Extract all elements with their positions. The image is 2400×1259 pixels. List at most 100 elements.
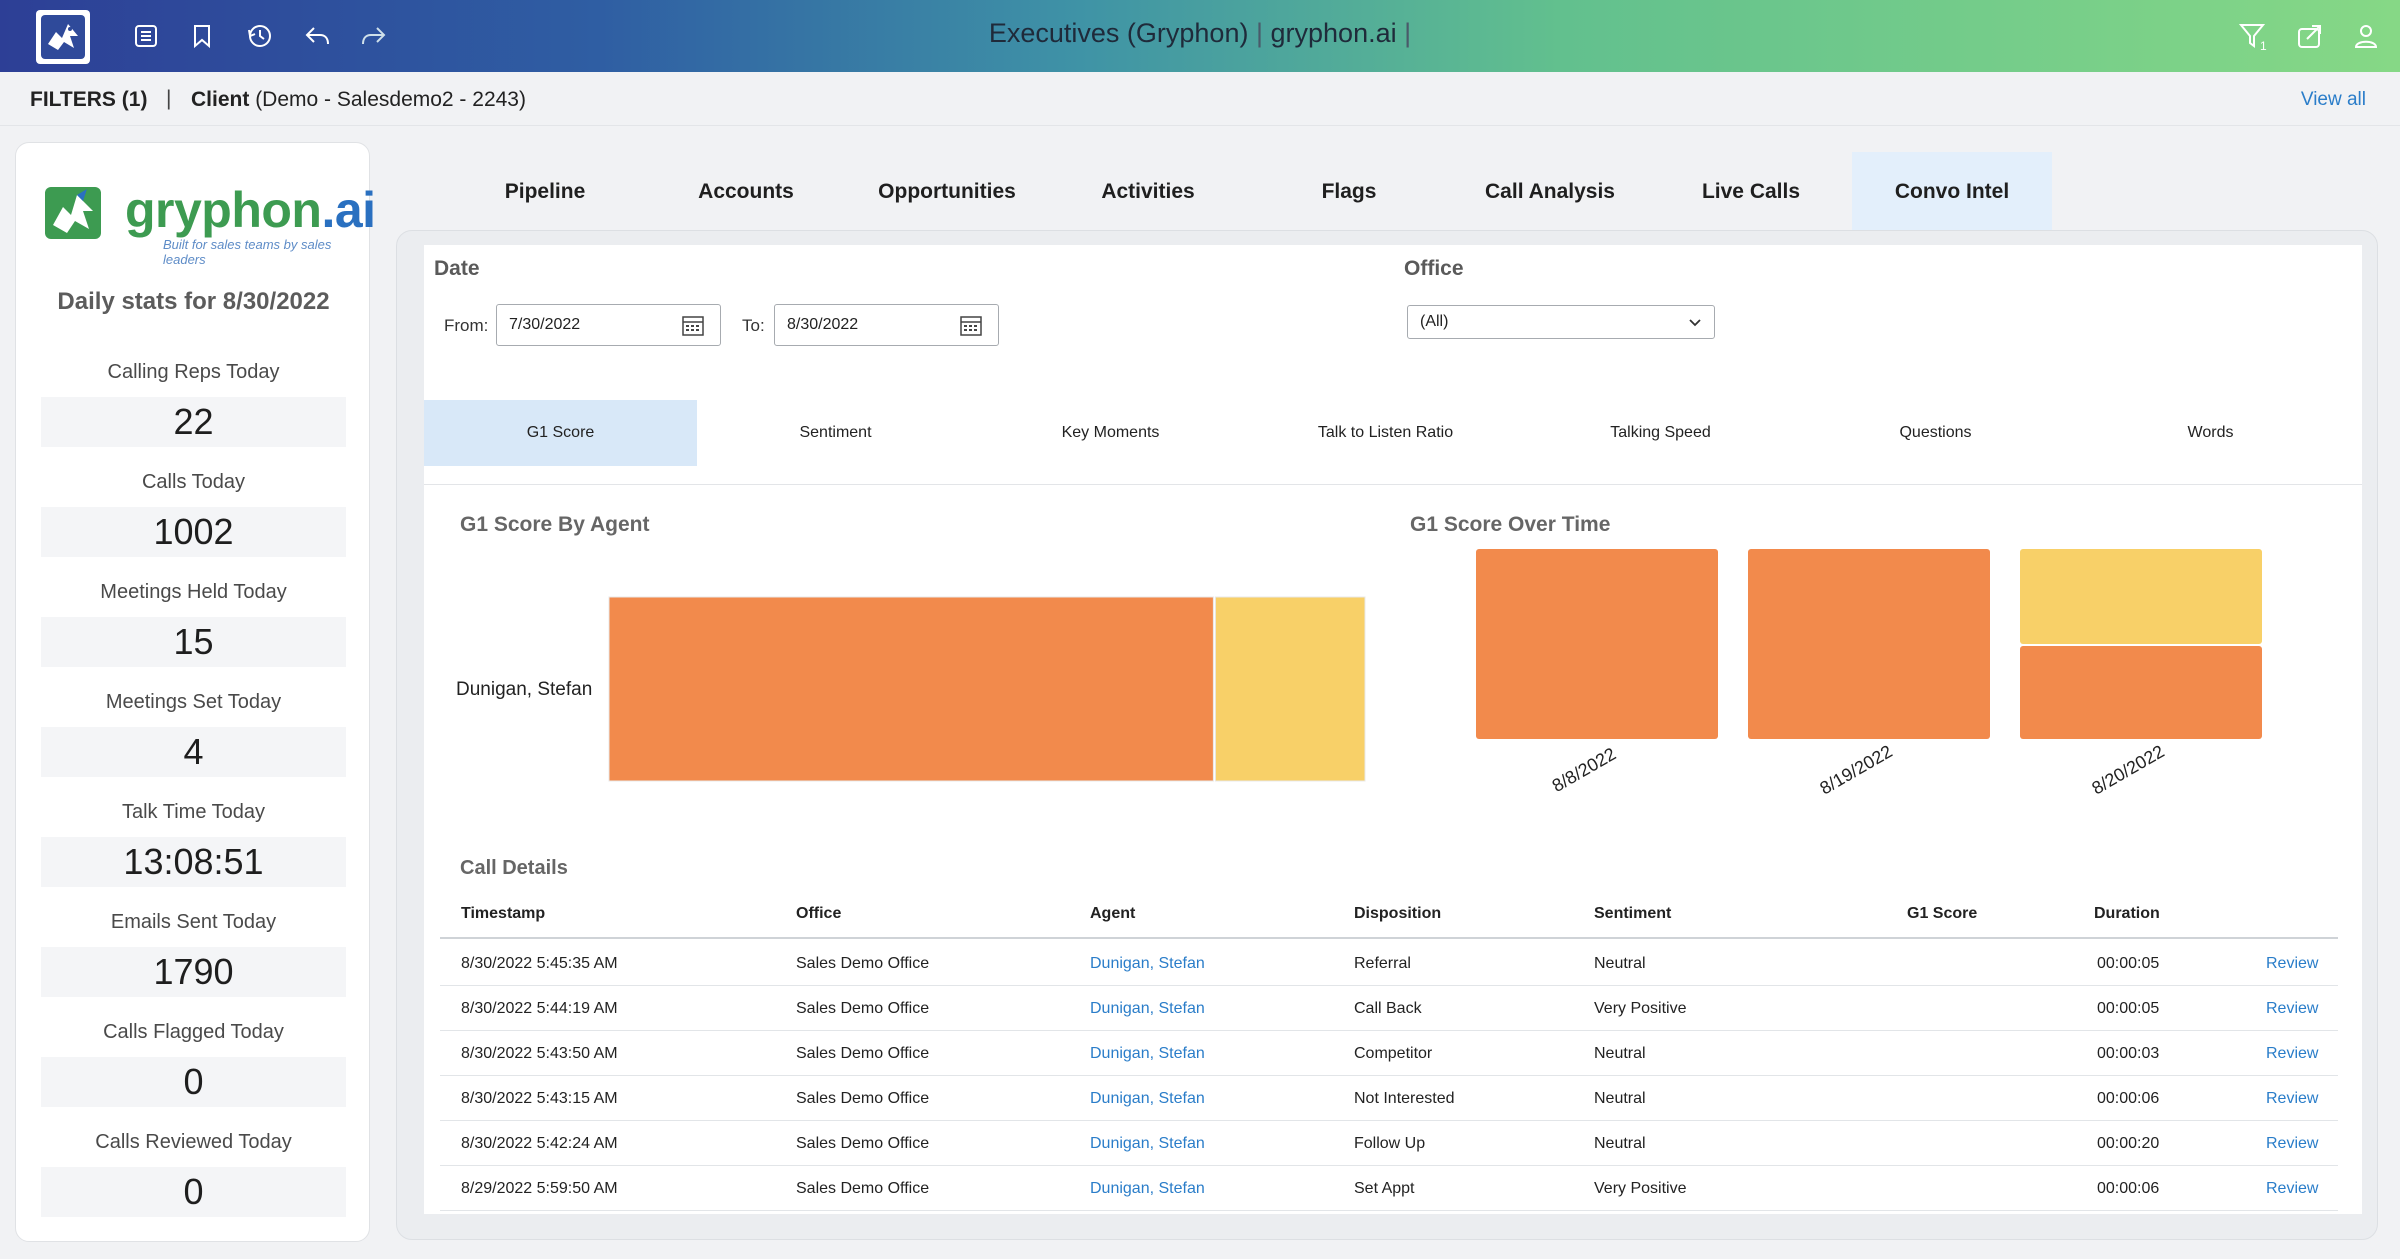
office-select[interactable]: (All): [1407, 305, 1715, 339]
filters-toggle[interactable]: FILTERS (1): [30, 88, 148, 111]
cell-disposition: Competitor: [1354, 1045, 1433, 1062]
tab-opportunities[interactable]: Opportunities: [878, 180, 1016, 203]
col-sentiment[interactable]: Sentiment: [1594, 905, 1672, 922]
cell-duration: 00:00:03: [2097, 1045, 2160, 1062]
tab-call-analysis[interactable]: Call Analysis: [1485, 180, 1615, 203]
calendar-icon[interactable]: [960, 314, 982, 336]
review-link[interactable]: Review: [2266, 955, 2319, 972]
stat-label: Talk Time Today: [121, 801, 266, 823]
title-separator: |: [1404, 18, 1412, 48]
review-link[interactable]: Review: [2266, 1045, 2319, 1062]
review-link[interactable]: Review: [2266, 1180, 2319, 1197]
subtab-key-moments[interactable]: Key Moments: [1061, 424, 1160, 441]
review-link[interactable]: Review: [2266, 1090, 2319, 1107]
cell-office: Sales Demo Office: [796, 1135, 930, 1152]
chart-category-label: Dunigan, Stefan: [456, 679, 593, 700]
cell-timestamp: 8/30/2022 5:43:50 AM: [461, 1045, 618, 1062]
cell-timestamp: 8/30/2022 5:44:19 AM: [461, 1000, 618, 1017]
table-row: 8/30/2022 5:43:15 AM Sales Demo Office D…: [440, 1076, 2338, 1121]
cell-sentiment: Neutral: [1594, 1135, 1646, 1152]
table-row: 8/30/2022 5:45:35 AM Sales Demo Office D…: [440, 941, 2338, 986]
stat-value: 1790: [41, 947, 346, 997]
bar-segment[interactable]: [1214, 596, 1366, 782]
list-icon[interactable]: [130, 20, 162, 52]
metric-tabs: G1 Score Sentiment Key Moments Talk to L…: [424, 400, 2362, 466]
table-row: 8/30/2022 5:44:19 AM Sales Demo Office D…: [440, 986, 2338, 1031]
agent-link[interactable]: Dunigan, Stefan: [1090, 1045, 1205, 1062]
user-icon[interactable]: [2350, 20, 2382, 52]
tab-convo-intel[interactable]: Convo Intel: [1852, 152, 2052, 230]
agent-link[interactable]: Dunigan, Stefan: [1090, 1000, 1205, 1017]
col-timestamp[interactable]: Timestamp: [461, 905, 546, 922]
column-segment[interactable]: [1476, 549, 1718, 739]
cell-duration: 00:00:05: [2097, 1000, 2160, 1017]
col-g1-score[interactable]: G1 Score: [1907, 905, 1978, 922]
bookmark-icon[interactable]: [186, 20, 218, 52]
brand-name-main: gryphon: [125, 182, 322, 238]
date-label: Date: [434, 257, 480, 280]
top-bar: Executives (Gryphon) | gryphon.ai | 1: [0, 0, 2400, 72]
g1-by-agent-chart: [608, 596, 1366, 782]
stat-label: Emails Sent Today: [110, 911, 277, 933]
tab-live-calls[interactable]: Live Calls: [1701, 180, 1801, 203]
x-tick-label: 8/20/2022: [2088, 741, 2167, 798]
review-link[interactable]: Review: [2266, 1135, 2319, 1152]
subtab-sentiment[interactable]: Sentiment: [799, 424, 872, 441]
from-label: From:: [444, 316, 489, 335]
filter-icon[interactable]: 1: [2238, 20, 2270, 52]
history-icon[interactable]: [244, 20, 276, 52]
agent-link[interactable]: Dunigan, Stefan: [1090, 955, 1205, 972]
cell-duration: 00:00:06: [2097, 1090, 2160, 1107]
cell-timestamp: 8/30/2022 5:43:15 AM: [461, 1090, 618, 1107]
client-value: (Demo - Salesdemo2 - 2243): [255, 88, 526, 111]
stat-label: Calls Today: [141, 471, 246, 493]
title-app: Executives (Gryphon): [988, 18, 1249, 48]
review-link[interactable]: Review: [2266, 1000, 2319, 1017]
tab-accounts[interactable]: Accounts: [698, 180, 794, 203]
to-date-input[interactable]: 8/30/2022: [774, 304, 999, 346]
column-segment[interactable]: [2020, 646, 2262, 739]
stat-value: 4: [41, 727, 346, 777]
col-duration[interactable]: Duration: [2094, 905, 2160, 922]
client-filter[interactable]: Client (Demo - Salesdemo2 - 2243): [191, 88, 526, 112]
stat-label: Meetings Held Today: [100, 581, 287, 603]
brand-name-suffix: .ai: [321, 182, 376, 238]
agent-link[interactable]: Dunigan, Stefan: [1090, 1090, 1205, 1107]
tab-pipeline[interactable]: Pipeline: [504, 180, 586, 203]
content-area: G1 Score By Agent G1 Score Over Time Dun…: [424, 484, 2362, 1214]
cell-sentiment: Very Positive: [1594, 1180, 1687, 1197]
cell-timestamp: 8/29/2022 5:59:50 AM: [461, 1180, 618, 1197]
subtab-words[interactable]: Words: [2187, 424, 2234, 441]
column-segment[interactable]: [2020, 549, 2262, 644]
tab-activities[interactable]: Activities: [1101, 180, 1195, 203]
redo-icon[interactable]: [358, 20, 390, 52]
col-disposition[interactable]: Disposition: [1354, 905, 1442, 922]
subtab-g1-score[interactable]: G1 Score: [424, 400, 697, 466]
office-label: Office: [1404, 257, 1464, 280]
from-date-input[interactable]: 7/30/2022: [496, 304, 721, 346]
daily-stats-card: gryphon.ai Built for sales teams by sale…: [15, 142, 376, 1242]
subtab-questions[interactable]: Questions: [1899, 424, 1972, 441]
view-all-link[interactable]: View all: [2300, 89, 2366, 110]
calendar-icon[interactable]: [682, 314, 704, 336]
cell-sentiment: Neutral: [1594, 955, 1646, 972]
stat-value: 1002: [41, 507, 346, 557]
col-office[interactable]: Office: [796, 905, 842, 922]
column-segment[interactable]: [1748, 549, 1990, 739]
table-row: 8/30/2022 5:42:24 AM Sales Demo Office D…: [440, 1121, 2338, 1166]
undo-icon[interactable]: [301, 20, 333, 52]
stat-label: Meetings Set Today: [105, 691, 282, 713]
subtab-talking-speed[interactable]: Talking Speed: [1610, 424, 1711, 441]
col-agent[interactable]: Agent: [1090, 905, 1136, 922]
bar-segment[interactable]: [608, 596, 1214, 782]
subtab-talk-listen-ratio[interactable]: Talk to Listen Ratio: [1317, 424, 1454, 441]
agent-link[interactable]: Dunigan, Stefan: [1090, 1135, 1205, 1152]
table-row: 8/29/2022 5:59:50 AM Sales Demo Office D…: [440, 1166, 2338, 1211]
app-logo-icon[interactable]: [36, 10, 90, 64]
from-date-value: 7/30/2022: [509, 316, 581, 333]
share-icon[interactable]: [2294, 20, 2326, 52]
agent-link[interactable]: Dunigan, Stefan: [1090, 1180, 1205, 1197]
cell-duration: 00:00:06: [2097, 1180, 2160, 1197]
tab-flags[interactable]: Flags: [1321, 180, 1377, 203]
stat-value: 0: [41, 1057, 346, 1107]
